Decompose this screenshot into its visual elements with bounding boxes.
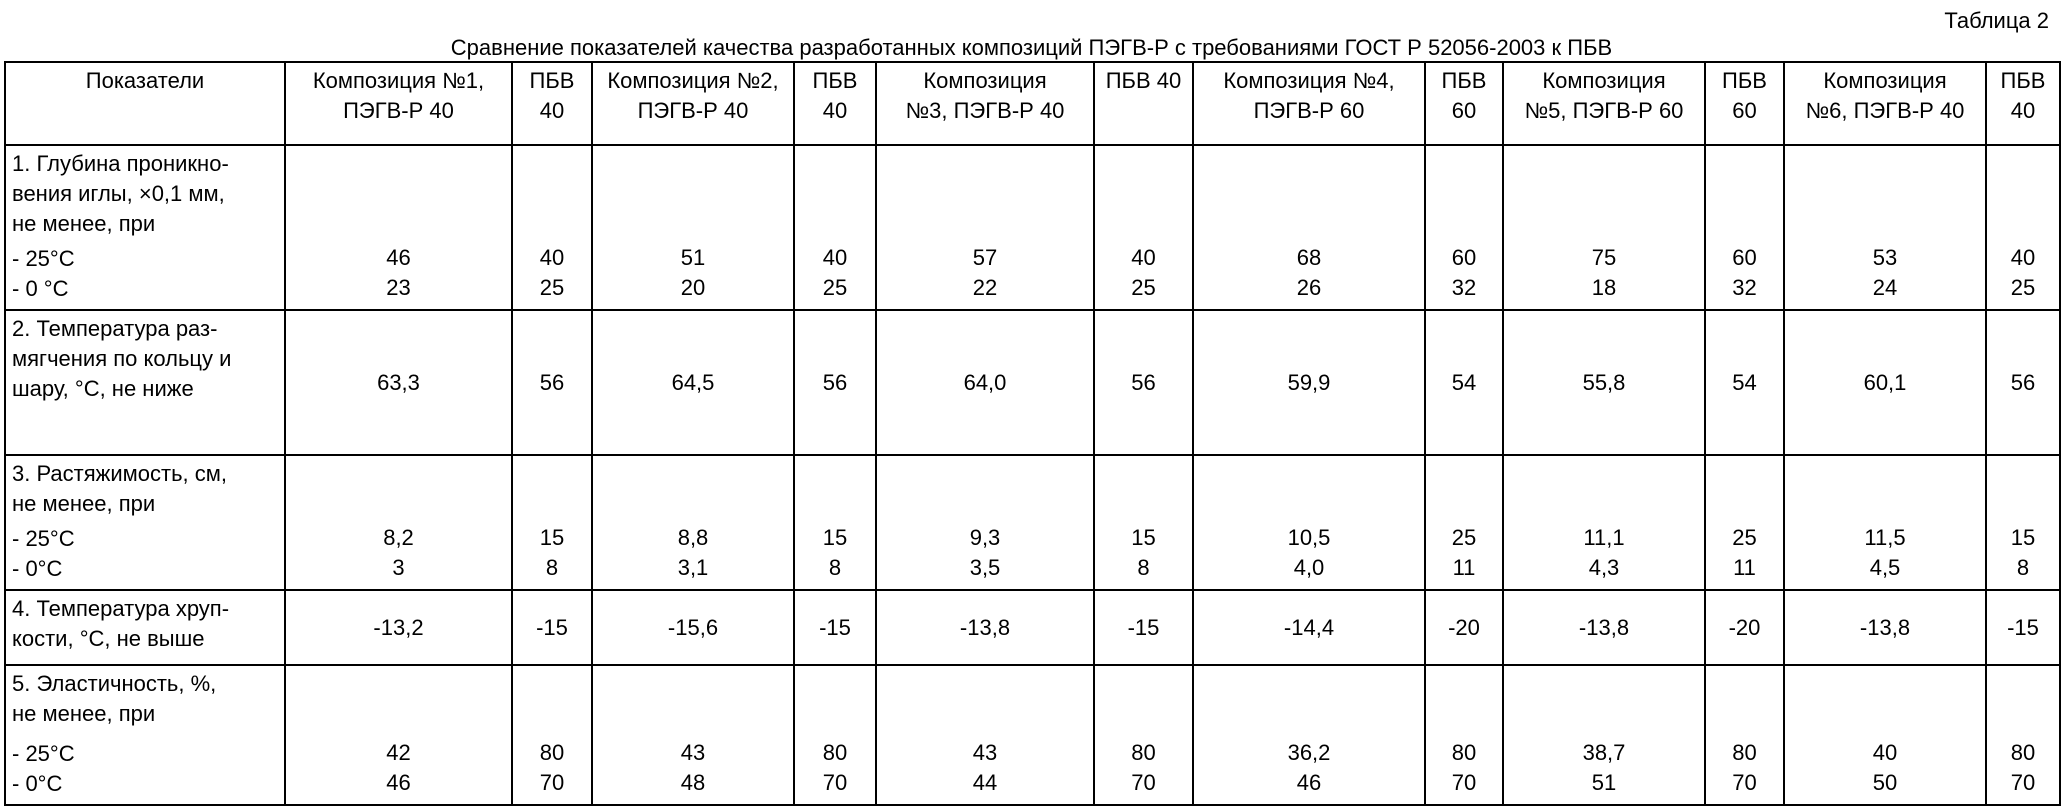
column-header-pbv60-b: ПБВ 60 [1704, 61, 1785, 146]
table-cell: 8,8 3,1 [591, 454, 795, 591]
table-row-penetration: 1. Глубина проникно- вения иглы, ×0,1 мм… [4, 144, 2061, 311]
column-header-komp2: Композиция №2, ПЭГВ-Р 40 [591, 61, 795, 146]
column-header-pbv40-d: ПБВ 40 [1985, 61, 2061, 146]
table-cell: 53 24 [1783, 144, 1987, 311]
table-cell: 42 46 [284, 664, 513, 806]
table-cell: 10,5 4,0 [1192, 454, 1426, 591]
table-cell: 15 8 [1093, 454, 1194, 591]
table-cell: 15 8 [511, 454, 593, 591]
table-cell: -13,8 [1502, 589, 1706, 666]
table-cell: -13,8 [875, 589, 1095, 666]
table-cell: 64,0 [875, 309, 1095, 456]
row-label: 3. Растяжимость, см, не менее, при - 25°… [4, 454, 286, 591]
row-label-top: 3. Растяжимость, см, не менее, при [12, 461, 227, 516]
comparison-table: Показатели Композиция №1, ПЭГВ-Р 40 ПБВ … [4, 61, 2061, 806]
table-cell: 36,2 46 [1192, 664, 1426, 806]
table-cell: -15,6 [591, 589, 795, 666]
table-cell: 40 25 [1093, 144, 1194, 311]
table-cell: 55,8 [1502, 309, 1706, 456]
row-label-top: 4. Температура хруп- кости, °С, не выше [12, 596, 230, 651]
row-label-bottom: - 25°С - 0°С [12, 526, 75, 581]
header-row: Показатели Композиция №1, ПЭГВ-Р 40 ПБВ … [4, 61, 2061, 146]
table-cell: 46 23 [284, 144, 513, 311]
table-cell: 11,1 4,3 [1502, 454, 1706, 591]
row-label: 4. Температура хруп- кости, °С, не выше [4, 589, 286, 666]
column-header-komp3: Композиция №3, ПЭГВ-Р 40 [875, 61, 1095, 146]
table-cell: 59,9 [1192, 309, 1426, 456]
row-label: 5. Эластичность, %, не менее, при - 25°С… [4, 664, 286, 806]
table-cell: 15 8 [1985, 454, 2061, 591]
table-row-brittleness: 4. Температура хруп- кости, °С, не выше … [4, 589, 2061, 666]
table-cell: 51 20 [591, 144, 795, 311]
table-cell: 25 11 [1424, 454, 1504, 591]
table-cell: -13,2 [284, 589, 513, 666]
row-label-bottom: - 25°С - 0°С [12, 741, 75, 796]
table-cell: 56 [1985, 309, 2061, 456]
table-cell: 43 44 [875, 664, 1095, 806]
table-cell: 56 [511, 309, 593, 456]
table-cell: 60 32 [1424, 144, 1504, 311]
table-cell: 80 70 [1704, 664, 1785, 806]
row-label-bottom: - 25°С - 0 °С [12, 246, 75, 301]
column-header-pbv40-c: ПБВ 40 [1093, 61, 1194, 146]
table-row-ductility: 3. Растяжимость, см, не менее, при - 25°… [4, 454, 2061, 591]
table-cell: 56 [1093, 309, 1194, 456]
table-cell: 15 8 [793, 454, 877, 591]
table-cell: 64,5 [591, 309, 795, 456]
column-header-pbv40-b: ПБВ 40 [793, 61, 877, 146]
table-cell: -15 [1093, 589, 1194, 666]
table-cell: 80 70 [511, 664, 593, 806]
table-cell: 80 70 [1424, 664, 1504, 806]
table-cell: 60 32 [1704, 144, 1785, 311]
column-header-komp6: Композиция №6, ПЭГВ-Р 40 [1783, 61, 1987, 146]
table-number-label: Таблица 2 [1944, 8, 2049, 33]
table-cell: 54 [1704, 309, 1785, 456]
column-header-komp4: Композиция №4, ПЭГВ-Р 60 [1192, 61, 1426, 146]
table-cell: 43 48 [591, 664, 795, 806]
column-header-komp1: Композиция №1, ПЭГВ-Р 40 [284, 61, 513, 146]
column-header-komp5: Композиция №5, ПЭГВ-Р 60 [1502, 61, 1706, 146]
table-cell: 54 [1424, 309, 1504, 456]
table-cell: -15 [793, 589, 877, 666]
table-cell: 57 22 [875, 144, 1095, 311]
table-row-elasticity: 5. Эластичность, %, не менее, при - 25°С… [4, 664, 2061, 806]
column-header-pbv60-a: ПБВ 60 [1424, 61, 1504, 146]
table-cell: 56 [793, 309, 877, 456]
table-cell: -15 [511, 589, 593, 666]
row-label: 1. Глубина проникно- вения иглы, ×0,1 мм… [4, 144, 286, 311]
row-label-top: 2. Температура раз- мягчения по кольцу и… [12, 316, 232, 401]
table-cell: -14,4 [1192, 589, 1426, 666]
row-label-top: 1. Глубина проникно- вения иглы, ×0,1 мм… [12, 151, 229, 236]
table-cell: 40 25 [511, 144, 593, 311]
table-cell: 75 18 [1502, 144, 1706, 311]
table-cell: 80 70 [1985, 664, 2061, 806]
table-cell: 38,7 51 [1502, 664, 1706, 806]
table-cell: 40 25 [1985, 144, 2061, 311]
table-cell: 25 11 [1704, 454, 1785, 591]
table-cell: 80 70 [1093, 664, 1194, 806]
table-cell: 68 26 [1192, 144, 1426, 311]
table-cell: 80 70 [793, 664, 877, 806]
table-cell: -20 [1704, 589, 1785, 666]
table-cell: 9,3 3,5 [875, 454, 1095, 591]
table-cell: 60,1 [1783, 309, 1987, 456]
table-title: Сравнение показателей качества разработа… [450, 35, 1613, 60]
table-row-softening: 2. Температура раз- мягчения по кольцу и… [4, 309, 2061, 456]
table-cell: -15 [1985, 589, 2061, 666]
table-cell: -20 [1424, 589, 1504, 666]
column-header-pokazateli: Показатели [4, 61, 286, 146]
table-cell: 40 50 [1783, 664, 1987, 806]
row-label-top: 5. Эластичность, %, не менее, при [12, 671, 217, 726]
table-cell: 8,2 3 [284, 454, 513, 591]
column-header-pbv40-a: ПБВ 40 [511, 61, 593, 146]
table-cell: 63,3 [284, 309, 513, 456]
table-cell: 40 25 [793, 144, 877, 311]
row-label: 2. Температура раз- мягчения по кольцу и… [4, 309, 286, 456]
table-cell: 11,5 4,5 [1783, 454, 1987, 591]
table-cell: -13,8 [1783, 589, 1987, 666]
